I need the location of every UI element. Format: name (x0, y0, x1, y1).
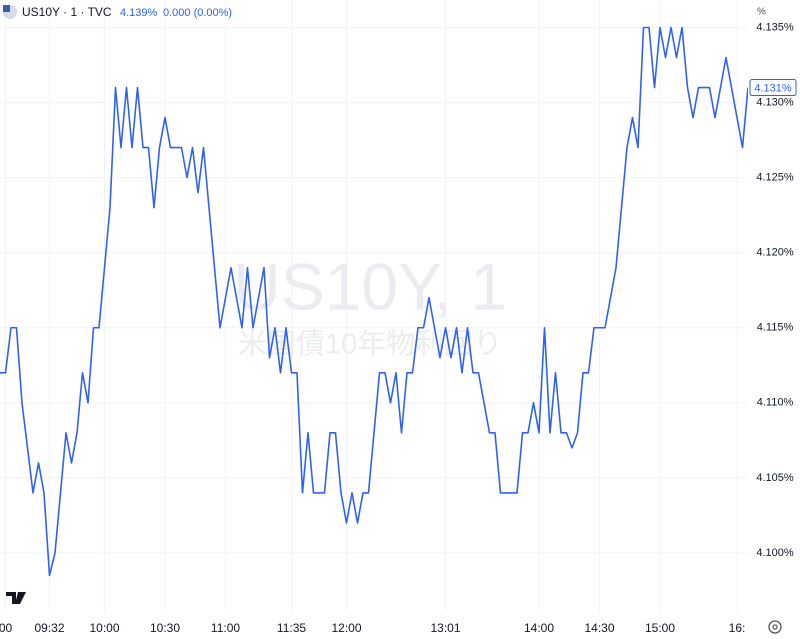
settings[interactable] (768, 620, 782, 634)
x-tick-label: 09:32 (34, 621, 64, 635)
price-line (0, 26, 749, 577)
x-tick-label: 14:30 (584, 621, 614, 635)
x-tick-label: 15:00 (645, 621, 675, 635)
unit: % (757, 7, 766, 18)
watermark-title: US10Y, 1 (233, 249, 507, 323)
y-tick-label: 4.110% (757, 397, 794, 409)
logo-shape (6, 592, 26, 604)
y-tick-label: 4.105% (756, 472, 794, 484)
y-tick-label: 4.100% (756, 547, 794, 559)
axes: 4.100% 4.105% 4.110% 4.115% 4.120% 4.125% 4.13… (0, 21, 797, 635)
price-axis (748, 0, 800, 639)
y-tick-label: 4.115% (757, 322, 794, 334)
x-tick-label: 00 (0, 621, 12, 635)
last-price-tag (749, 79, 797, 97)
x-tick-label: 12:00 (331, 621, 361, 635)
settings-icon-center (772, 624, 778, 630)
price: 4.139% (120, 7, 158, 19)
x-tick-label: 14:00 (524, 621, 554, 635)
x-tick-label: 16: (729, 621, 746, 635)
y-tick-label: 4.130% (756, 96, 794, 108)
plot (0, 26, 749, 577)
y-tick-label: 4.120% (756, 247, 794, 259)
x-tick-label: 13:01 (430, 621, 460, 635)
grid (0, 0, 748, 612)
y-tick-label: 4.135% (756, 21, 794, 33)
y-tick-label: 4.125% (756, 172, 794, 184)
x-tick-label: 11:00 (211, 621, 240, 635)
header: US10Y · 1 · TVC 4.139% 0.000 (0.00%) (3, 5, 232, 19)
time-axis (0, 612, 800, 639)
x-tick-label: 10:00 (89, 621, 119, 635)
last-price-label: 4.131% (754, 82, 792, 94)
change: 0.000 (0.00%) (163, 7, 232, 19)
symbol: US10Y · 1 · TVC (22, 5, 112, 19)
x-tick-label: 10:30 (150, 621, 180, 635)
flag-canton (3, 5, 10, 12)
settings-icon[interactable] (768, 620, 782, 634)
x-tick-label: 11:35 (277, 621, 306, 635)
tv-logo (6, 592, 26, 604)
